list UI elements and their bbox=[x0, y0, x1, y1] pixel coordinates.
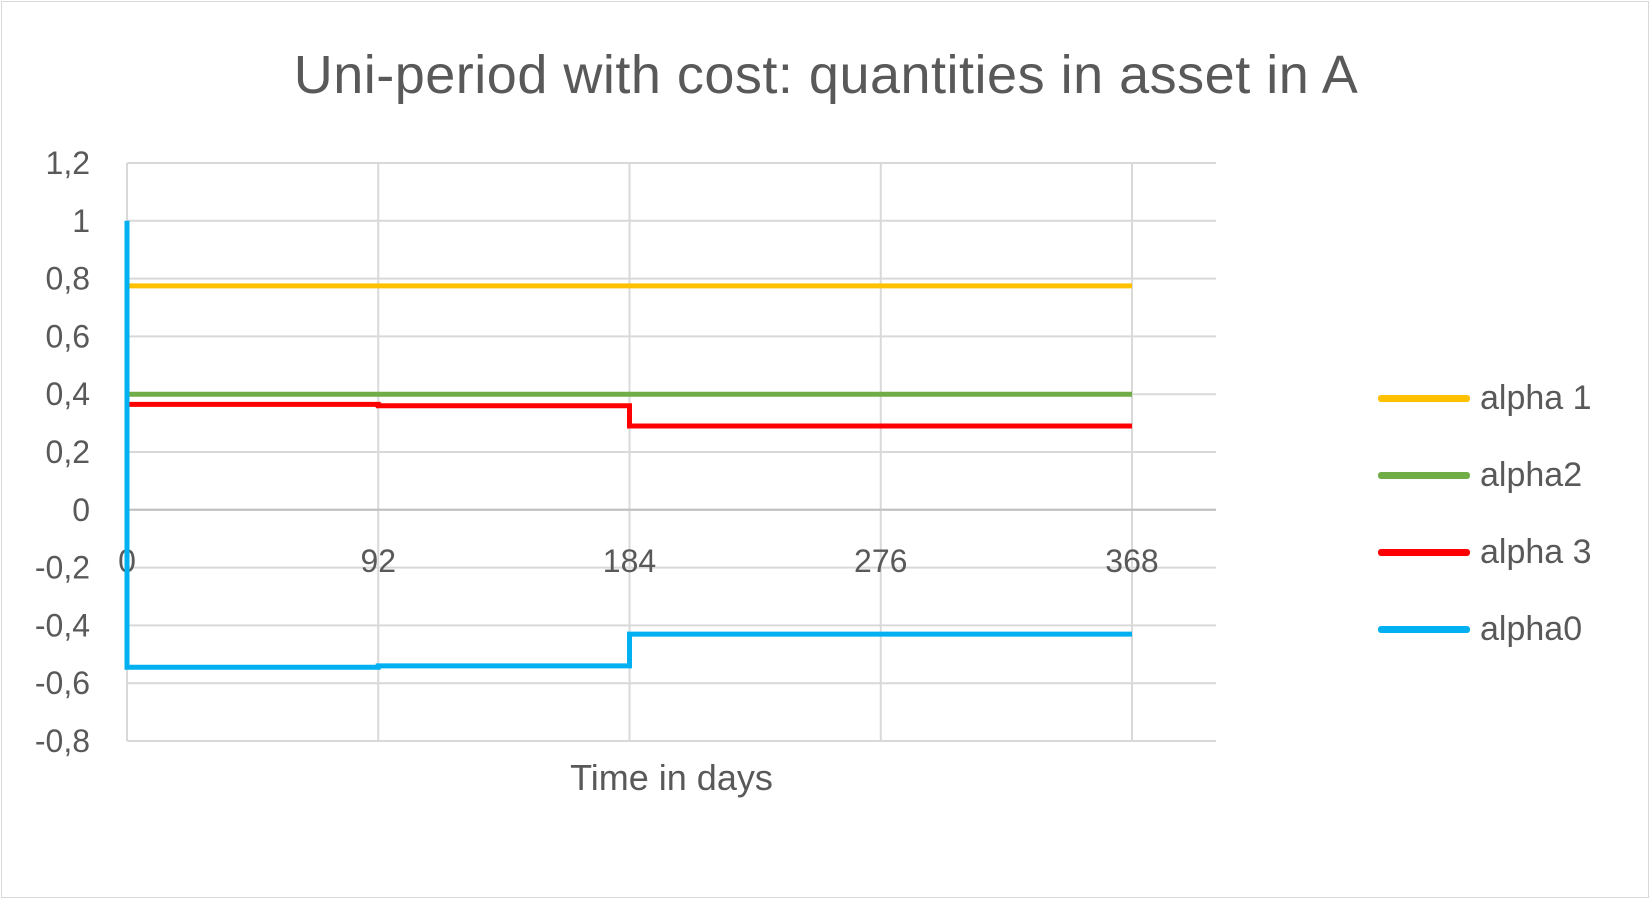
chart-legend: alpha 1 alpha2 alpha 3 alpha0 bbox=[1378, 360, 1592, 668]
legend-item: alpha2 bbox=[1378, 437, 1592, 514]
y-tick-label: 0,2 bbox=[46, 434, 90, 470]
legend-swatch bbox=[1378, 472, 1470, 479]
y-tick-label: 0,6 bbox=[46, 318, 90, 354]
x-axis-title: Time in days bbox=[570, 757, 773, 798]
legend-label: alpha 3 bbox=[1480, 533, 1592, 571]
legend-item: alpha 1 bbox=[1378, 360, 1592, 437]
legend-swatch bbox=[1378, 626, 1470, 633]
y-tick-label: -0,6 bbox=[35, 665, 90, 701]
legend-label: alpha2 bbox=[1480, 456, 1583, 494]
y-tick-label: 0,4 bbox=[46, 376, 90, 412]
x-tick-label: 368 bbox=[1105, 543, 1158, 579]
legend-label: alpha 1 bbox=[1480, 379, 1592, 417]
y-tick-label: 1,2 bbox=[46, 145, 90, 181]
y-tick-label: -0,4 bbox=[35, 607, 90, 643]
chart-title: Uni-period with cost: quantities in asse… bbox=[293, 45, 1359, 105]
x-tick-label: 276 bbox=[854, 543, 907, 579]
series-line-alpha-3 bbox=[127, 401, 1132, 429]
y-tick-label: -0,2 bbox=[35, 550, 90, 586]
y-tick-label: 0 bbox=[72, 492, 90, 528]
legend-item: alpha 3 bbox=[1378, 514, 1592, 591]
legend-swatch bbox=[1378, 395, 1470, 402]
y-tick-label: 1 bbox=[72, 203, 90, 239]
legend-label: alpha0 bbox=[1480, 610, 1583, 648]
y-tick-label: -0,8 bbox=[35, 723, 90, 759]
x-tick-label: 92 bbox=[360, 543, 396, 579]
legend-item: alpha0 bbox=[1378, 591, 1592, 668]
x-tick-label: 184 bbox=[603, 543, 656, 579]
series-line-alpha0 bbox=[124, 220, 1132, 670]
legend-swatch bbox=[1378, 549, 1470, 556]
y-tick-label: 0,8 bbox=[46, 261, 90, 297]
